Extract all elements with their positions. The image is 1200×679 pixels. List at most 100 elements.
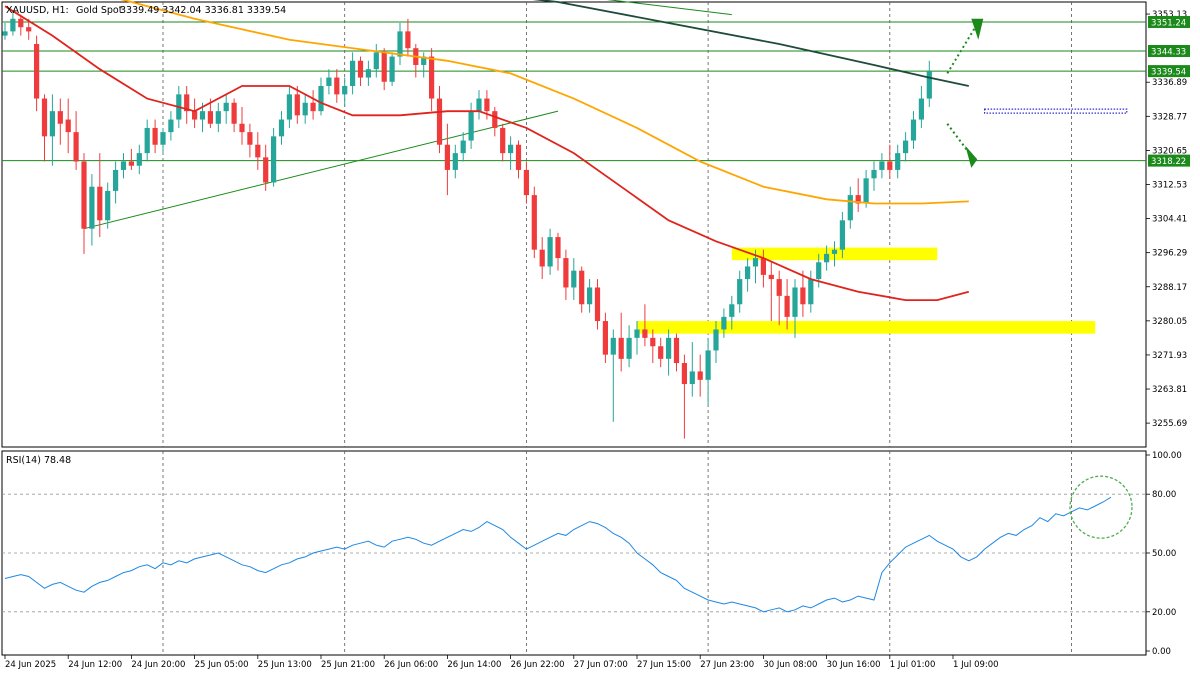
candle-body [444, 144, 450, 170]
ohlc-readout: 3339.49 3342.04 3336.81 3339.54 [120, 5, 286, 16]
candle-body [673, 337, 680, 364]
candle-body [97, 186, 103, 221]
candle-body [144, 127, 150, 154]
candle-body [555, 237, 561, 259]
candle-body [199, 111, 206, 120]
rsi-tick-label: 100.00 [1152, 451, 1182, 461]
candle-body [658, 346, 664, 359]
candle-body [752, 258, 759, 267]
bullish-arrowhead [971, 18, 984, 40]
candle-body [81, 161, 87, 229]
candle-body [255, 144, 261, 158]
candle-body [168, 119, 174, 133]
candle-body [871, 169, 877, 179]
bearish-arrowhead [965, 145, 978, 168]
candle-body [768, 274, 774, 280]
candle-body [334, 77, 340, 95]
time-tick-label: 27 Jun 15:00 [637, 660, 691, 670]
candle-body [460, 140, 466, 154]
candle-body [863, 178, 869, 204]
candle-body [547, 237, 553, 267]
candle-body [310, 102, 316, 112]
candle-body [231, 102, 237, 124]
candle-body [120, 161, 127, 170]
time-tick-label: 26 Jun 22:00 [511, 660, 565, 670]
candle-body [760, 258, 766, 275]
candle-body [223, 102, 229, 112]
time-tick-label: 24 Jun 2025 [5, 660, 56, 670]
candle-body [247, 132, 253, 145]
candle-body [152, 127, 158, 145]
candle-body [926, 71, 932, 99]
candle-body [800, 287, 806, 305]
candle-body [271, 136, 277, 183]
candle-body [508, 144, 514, 154]
bearish-arrow [946, 123, 971, 154]
time-tick-label: 27 Jun 07:00 [574, 660, 628, 670]
symbol-label: XAUUSD, H1: [6, 5, 69, 16]
candle-body [776, 279, 782, 296]
symbol-description: Gold Spot [76, 5, 123, 16]
dotted-level [983, 108, 1128, 114]
level-price-label: 3339.54 [1151, 68, 1186, 78]
candle-body [563, 258, 569, 288]
candle-body [2, 31, 8, 36]
candle-body [184, 94, 190, 112]
candle-body [57, 111, 63, 124]
candle-body [41, 98, 48, 137]
price-panel: 3353.13 3336.89 3328.77 3320.65 3312.53 3304.… [1, 0, 1190, 448]
candle-body [903, 140, 909, 154]
level-price-tag [1148, 44, 1190, 57]
candle-body [792, 287, 798, 317]
candle-body [342, 85, 348, 95]
candle-body [531, 195, 537, 250]
candle-body [602, 321, 608, 355]
candle-body [49, 111, 55, 137]
candle-body [207, 111, 213, 124]
candle-body [895, 153, 901, 170]
candle-body [808, 279, 814, 305]
candle-body [839, 220, 845, 250]
price-tick-label: 3263.81 [1152, 385, 1187, 395]
candle-body [689, 371, 695, 385]
candle-body [910, 119, 917, 141]
candle-body [918, 98, 924, 120]
candle-body [571, 270, 577, 288]
time-tick-label: 25 Jun 05:00 [195, 660, 249, 670]
price-frame [1, 1, 1147, 448]
level-price-tag [1148, 65, 1190, 78]
candle-body [539, 249, 545, 267]
candle-body [847, 195, 853, 221]
candle-body [745, 266, 751, 280]
candle-body [784, 295, 790, 317]
candle-body [816, 262, 822, 280]
candle-body [34, 43, 40, 99]
candle-body [278, 119, 285, 137]
candle-body [421, 56, 427, 65]
candle-body [468, 111, 474, 141]
candle-body [831, 249, 838, 254]
candle-body [855, 195, 861, 204]
candle-body [523, 169, 529, 196]
candle-body [113, 169, 119, 191]
moving-average-line [4, 5, 970, 302]
price-tick-label: 3280.05 [1152, 317, 1187, 327]
candle-body [879, 161, 885, 170]
rsi-tick-label: 20.00 [1152, 608, 1176, 618]
candle-body [721, 316, 727, 330]
candle-body [381, 52, 387, 82]
candle-body [713, 329, 719, 351]
rsi-tick-label: 50.00 [1152, 549, 1176, 559]
candle-body [326, 77, 332, 86]
time-tick-label: 27 Jun 23:00 [700, 660, 754, 670]
time-tick-label: 26 Jun 14:00 [447, 660, 501, 670]
rsi-line [4, 496, 1112, 613]
candle-body [263, 157, 269, 183]
price-tick-label: 3271.93 [1152, 351, 1187, 361]
candle-body [350, 60, 356, 86]
time-tick-label: 25 Jun 21:00 [321, 660, 375, 670]
candle-body [436, 98, 443, 145]
candle-body [515, 144, 522, 170]
candle-body [824, 253, 830, 263]
candle-body [105, 190, 111, 221]
